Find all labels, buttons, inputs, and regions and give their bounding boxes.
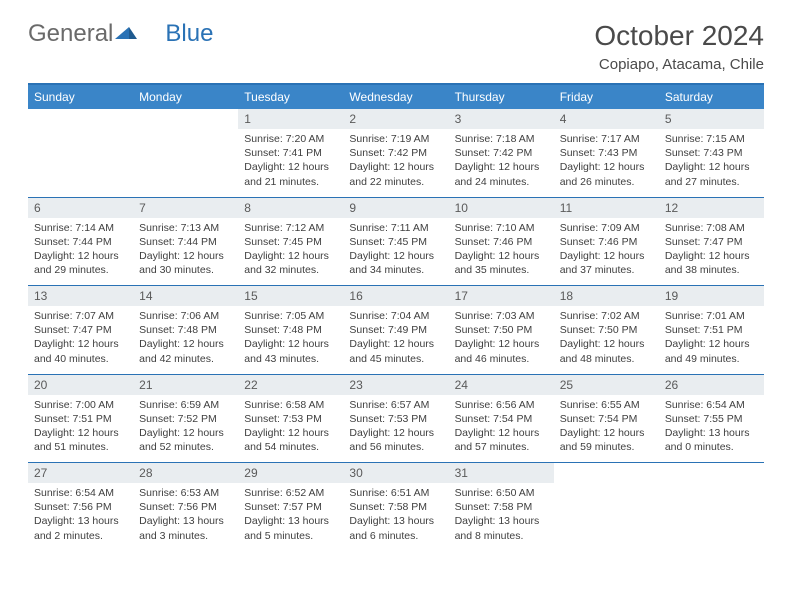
day-number-cell: 12: [659, 197, 764, 218]
day-detail-cell: Sunrise: 6:52 AMSunset: 7:57 PMDaylight:…: [238, 483, 343, 551]
day-detail-cell: Sunrise: 7:08 AMSunset: 7:47 PMDaylight:…: [659, 218, 764, 286]
day-detail-cell: Sunrise: 7:20 AMSunset: 7:41 PMDaylight:…: [238, 129, 343, 197]
title-block: October 2024 Copiapo, Atacama, Chile: [594, 20, 764, 73]
day-detail-cell: Sunrise: 6:55 AMSunset: 7:54 PMDaylight:…: [554, 395, 659, 463]
day-number-cell: 30: [343, 463, 448, 484]
day-number-cell: 23: [343, 374, 448, 395]
day-detail-cell: Sunrise: 7:13 AMSunset: 7:44 PMDaylight:…: [133, 218, 238, 286]
detail-row: Sunrise: 7:07 AMSunset: 7:47 PMDaylight:…: [28, 306, 764, 374]
daynum-row: 6789101112: [28, 197, 764, 218]
day-header: Thursday: [449, 84, 554, 109]
day-header: Friday: [554, 84, 659, 109]
day-detail-cell: Sunrise: 7:19 AMSunset: 7:42 PMDaylight:…: [343, 129, 448, 197]
day-header: Saturday: [659, 84, 764, 109]
day-detail-cell: Sunrise: 6:58 AMSunset: 7:53 PMDaylight:…: [238, 395, 343, 463]
day-detail-cell: Sunrise: 7:14 AMSunset: 7:44 PMDaylight:…: [28, 218, 133, 286]
day-detail-cell: Sunrise: 7:03 AMSunset: 7:50 PMDaylight:…: [449, 306, 554, 374]
day-number-cell: 21: [133, 374, 238, 395]
calendar-page: General Blue October 2024 Copiapo, Ataca…: [0, 0, 792, 571]
day-number-cell: 7: [133, 197, 238, 218]
day-number-cell: 10: [449, 197, 554, 218]
day-detail-cell: Sunrise: 7:07 AMSunset: 7:47 PMDaylight:…: [28, 306, 133, 374]
day-number-cell: 4: [554, 109, 659, 129]
day-detail-cell: Sunrise: 7:00 AMSunset: 7:51 PMDaylight:…: [28, 395, 133, 463]
day-header: Monday: [133, 84, 238, 109]
day-number-cell: 24: [449, 374, 554, 395]
daynum-row: 2728293031: [28, 463, 764, 484]
day-detail-cell: [28, 129, 133, 197]
day-detail-cell: Sunrise: 7:17 AMSunset: 7:43 PMDaylight:…: [554, 129, 659, 197]
day-number-cell: 1: [238, 109, 343, 129]
day-detail-cell: Sunrise: 7:09 AMSunset: 7:46 PMDaylight:…: [554, 218, 659, 286]
day-number-cell: 8: [238, 197, 343, 218]
day-number-cell: 27: [28, 463, 133, 484]
month-title: October 2024: [594, 20, 764, 52]
day-number-cell: 3: [449, 109, 554, 129]
day-number-cell: 16: [343, 286, 448, 307]
day-detail-cell: Sunrise: 7:18 AMSunset: 7:42 PMDaylight:…: [449, 129, 554, 197]
daynum-row: 13141516171819: [28, 286, 764, 307]
day-detail-cell: Sunrise: 7:02 AMSunset: 7:50 PMDaylight:…: [554, 306, 659, 374]
day-detail-cell: Sunrise: 6:54 AMSunset: 7:56 PMDaylight:…: [28, 483, 133, 551]
day-number-cell: 11: [554, 197, 659, 218]
logo-text-blue: Blue: [165, 20, 213, 48]
day-number-cell: 9: [343, 197, 448, 218]
day-number-cell: 29: [238, 463, 343, 484]
day-detail-cell: Sunrise: 6:59 AMSunset: 7:52 PMDaylight:…: [133, 395, 238, 463]
day-detail-cell: Sunrise: 6:54 AMSunset: 7:55 PMDaylight:…: [659, 395, 764, 463]
day-header: Sunday: [28, 84, 133, 109]
day-number-cell: 2: [343, 109, 448, 129]
day-detail-cell: Sunrise: 7:04 AMSunset: 7:49 PMDaylight:…: [343, 306, 448, 374]
day-detail-cell: Sunrise: 7:11 AMSunset: 7:45 PMDaylight:…: [343, 218, 448, 286]
day-header-row: SundayMondayTuesdayWednesdayThursdayFrid…: [28, 84, 764, 109]
day-number-cell: 28: [133, 463, 238, 484]
day-number-cell: 19: [659, 286, 764, 307]
detail-row: Sunrise: 7:00 AMSunset: 7:51 PMDaylight:…: [28, 395, 764, 463]
day-number-cell: 18: [554, 286, 659, 307]
day-number-cell: 22: [238, 374, 343, 395]
day-number-cell: [554, 463, 659, 484]
day-number-cell: 15: [238, 286, 343, 307]
day-detail-cell: [554, 483, 659, 551]
day-detail-cell: Sunrise: 7:12 AMSunset: 7:45 PMDaylight:…: [238, 218, 343, 286]
location: Copiapo, Atacama, Chile: [594, 56, 764, 73]
detail-row: Sunrise: 7:14 AMSunset: 7:44 PMDaylight:…: [28, 218, 764, 286]
day-number-cell: 5: [659, 109, 764, 129]
day-detail-cell: Sunrise: 7:05 AMSunset: 7:48 PMDaylight:…: [238, 306, 343, 374]
detail-row: Sunrise: 6:54 AMSunset: 7:56 PMDaylight:…: [28, 483, 764, 551]
day-number-cell: 14: [133, 286, 238, 307]
day-number-cell: 25: [554, 374, 659, 395]
day-number-cell: 31: [449, 463, 554, 484]
day-detail-cell: Sunrise: 6:57 AMSunset: 7:53 PMDaylight:…: [343, 395, 448, 463]
day-number-cell: [133, 109, 238, 129]
day-detail-cell: Sunrise: 6:53 AMSunset: 7:56 PMDaylight:…: [133, 483, 238, 551]
day-number-cell: [659, 463, 764, 484]
day-detail-cell: [659, 483, 764, 551]
day-number-cell: 26: [659, 374, 764, 395]
header: General Blue October 2024 Copiapo, Ataca…: [28, 20, 764, 73]
day-detail-cell: [133, 129, 238, 197]
day-header: Tuesday: [238, 84, 343, 109]
day-number-cell: 6: [28, 197, 133, 218]
day-number-cell: 13: [28, 286, 133, 307]
day-header: Wednesday: [343, 84, 448, 109]
detail-row: Sunrise: 7:20 AMSunset: 7:41 PMDaylight:…: [28, 129, 764, 197]
day-detail-cell: Sunrise: 6:51 AMSunset: 7:58 PMDaylight:…: [343, 483, 448, 551]
logo-text-general: General: [28, 20, 113, 48]
day-detail-cell: Sunrise: 6:50 AMSunset: 7:58 PMDaylight:…: [449, 483, 554, 551]
day-detail-cell: Sunrise: 6:56 AMSunset: 7:54 PMDaylight:…: [449, 395, 554, 463]
daynum-row: 12345: [28, 109, 764, 129]
logo-icon: [115, 20, 137, 48]
day-detail-cell: Sunrise: 7:10 AMSunset: 7:46 PMDaylight:…: [449, 218, 554, 286]
logo: General Blue: [28, 20, 213, 48]
calendar-table: SundayMondayTuesdayWednesdayThursdayFrid…: [28, 83, 764, 551]
day-detail-cell: Sunrise: 7:06 AMSunset: 7:48 PMDaylight:…: [133, 306, 238, 374]
day-number-cell: 17: [449, 286, 554, 307]
daynum-row: 20212223242526: [28, 374, 764, 395]
day-number-cell: [28, 109, 133, 129]
day-number-cell: 20: [28, 374, 133, 395]
day-detail-cell: Sunrise: 7:15 AMSunset: 7:43 PMDaylight:…: [659, 129, 764, 197]
day-detail-cell: Sunrise: 7:01 AMSunset: 7:51 PMDaylight:…: [659, 306, 764, 374]
